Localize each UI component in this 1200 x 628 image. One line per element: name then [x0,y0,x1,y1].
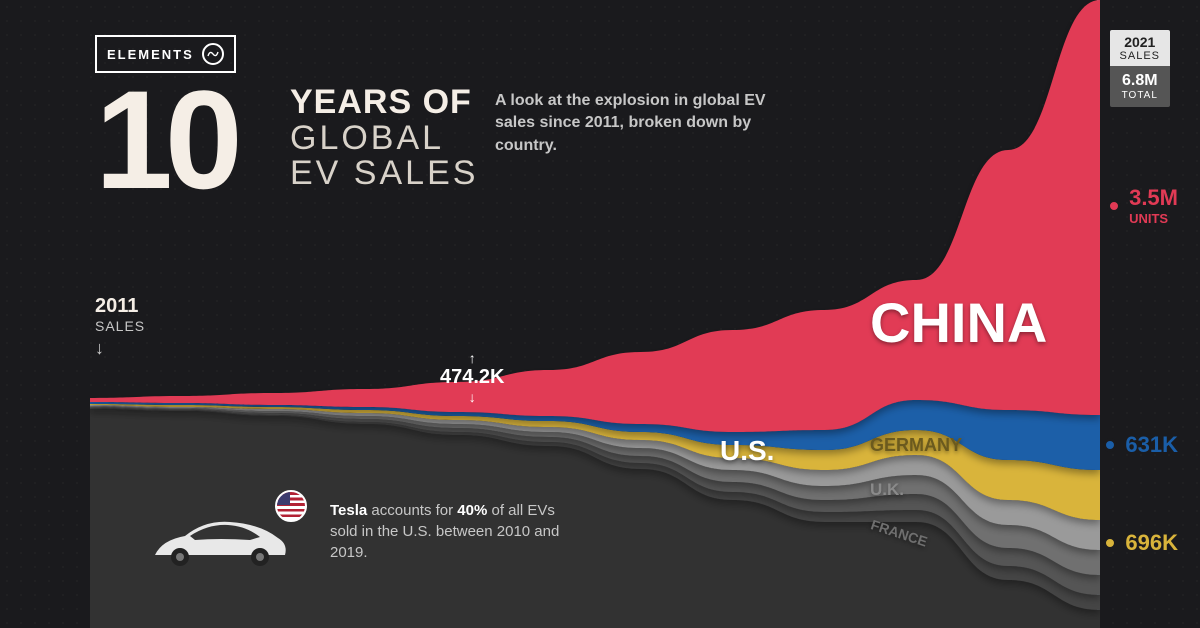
end-year: 2021 [1124,34,1155,50]
marker-dot-icon [1103,536,1117,550]
marker-unit: UNITS [1129,211,1178,226]
end-total-value: 6.8M [1122,72,1158,89]
value-marker-china: 3.5M UNITS [1107,185,1178,226]
footnote-text-1: accounts for [367,502,457,519]
us-flag-icon [275,490,307,522]
marker-dot-icon [1107,199,1121,213]
footnote-bold-1: Tesla [330,502,367,519]
car-illustration [150,510,290,570]
marker-dot-icon [1103,438,1117,452]
country-label-us: U.S. [720,435,774,467]
country-label-germany: GERMANY [870,435,962,456]
end-year-caption: SALES [1120,50,1160,62]
marker-value: 3.5M [1129,185,1178,210]
marker-value: 631K [1125,432,1178,457]
end-total-label: TOTAL [1120,90,1160,101]
end-year-badge: 2021 SALES 6.8M TOTAL [1110,30,1170,107]
mid-year-callout: ↑ 474.2K ↓ [440,350,505,405]
mid-year-value: 474.2K [440,366,505,389]
country-label-china: CHINA [870,290,1047,355]
country-label-uk: U.K. [870,480,904,500]
value-marker-us: 631K [1103,432,1178,458]
stream-china [90,0,1100,432]
footnote-bold-2: 40% [457,502,487,519]
marker-value: 696K [1125,530,1178,555]
tesla-footnote: Tesla accounts for 40% of all EVs sold i… [330,500,570,563]
value-marker-germany: 696K [1103,530,1178,556]
